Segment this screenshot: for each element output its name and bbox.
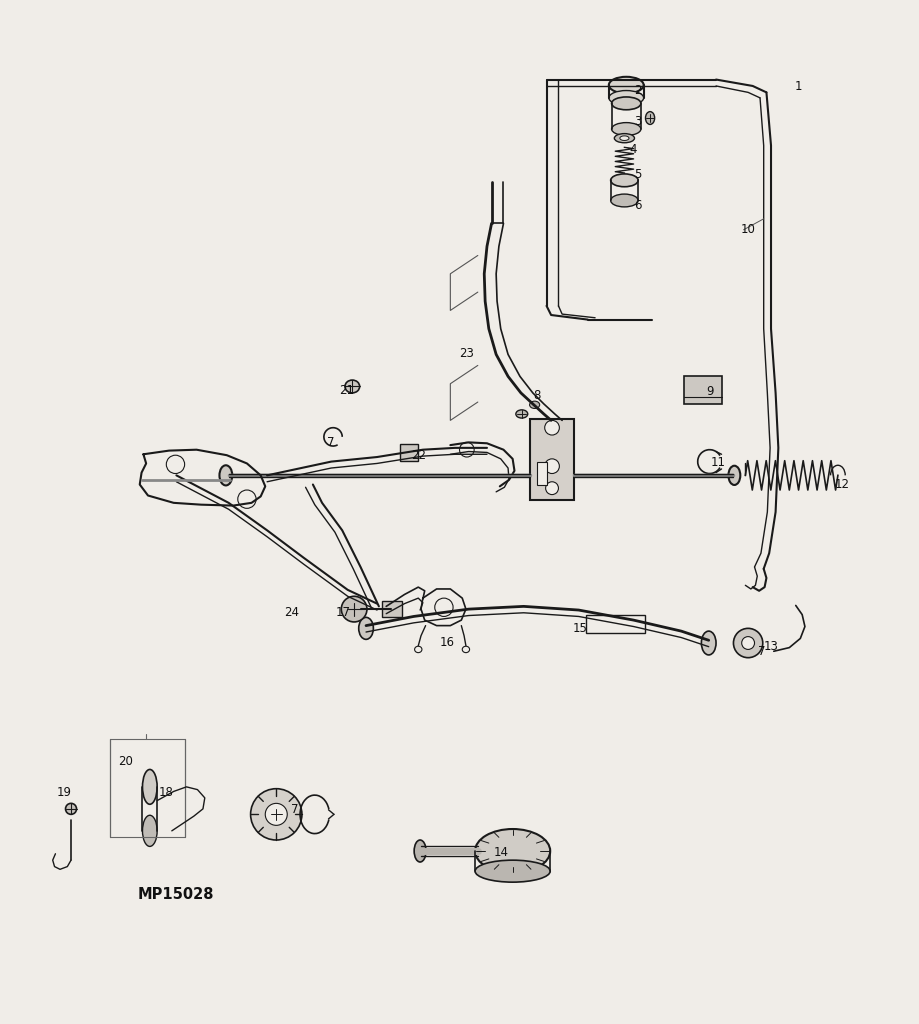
Ellipse shape	[358, 617, 373, 639]
Text: 18: 18	[159, 785, 174, 799]
Circle shape	[166, 456, 185, 473]
Text: 12: 12	[835, 478, 850, 492]
Text: 15: 15	[573, 622, 588, 635]
Text: 3: 3	[634, 115, 641, 128]
Text: 7: 7	[290, 803, 299, 816]
Text: 22: 22	[411, 449, 425, 462]
Text: 17: 17	[335, 606, 351, 620]
Text: 16: 16	[440, 636, 455, 648]
Ellipse shape	[529, 401, 539, 409]
Text: 10: 10	[741, 223, 755, 237]
Ellipse shape	[345, 380, 359, 393]
Circle shape	[266, 804, 288, 825]
Circle shape	[238, 490, 256, 508]
Text: 7: 7	[758, 645, 766, 657]
Text: 7: 7	[327, 436, 335, 449]
Bar	[381, 601, 402, 617]
Ellipse shape	[611, 123, 641, 135]
Circle shape	[733, 629, 763, 657]
Ellipse shape	[701, 631, 716, 655]
Text: 2: 2	[634, 84, 641, 97]
Circle shape	[742, 637, 754, 649]
Text: 14: 14	[494, 846, 508, 859]
Ellipse shape	[619, 136, 629, 140]
Bar	[684, 377, 722, 403]
Circle shape	[251, 788, 302, 840]
Text: 11: 11	[710, 456, 725, 469]
Circle shape	[545, 459, 560, 473]
Text: 19: 19	[56, 785, 71, 799]
Ellipse shape	[611, 174, 638, 186]
Ellipse shape	[142, 815, 157, 847]
Text: MP15028: MP15028	[137, 888, 214, 902]
Ellipse shape	[611, 97, 641, 110]
Bar	[538, 462, 547, 484]
Text: 1: 1	[795, 80, 802, 93]
Ellipse shape	[645, 112, 654, 125]
Circle shape	[460, 442, 474, 457]
Ellipse shape	[609, 77, 643, 93]
Ellipse shape	[142, 769, 157, 804]
Ellipse shape	[614, 133, 634, 142]
Ellipse shape	[65, 804, 76, 814]
Bar	[530, 420, 574, 500]
Circle shape	[341, 596, 367, 622]
Circle shape	[545, 421, 560, 435]
Ellipse shape	[609, 90, 643, 105]
Circle shape	[435, 598, 453, 616]
Bar	[400, 444, 418, 461]
Text: 13: 13	[764, 640, 778, 653]
Bar	[586, 614, 645, 633]
Ellipse shape	[516, 410, 528, 418]
Ellipse shape	[729, 466, 741, 485]
Text: 6: 6	[634, 199, 641, 212]
Ellipse shape	[220, 465, 233, 485]
Text: 24: 24	[284, 606, 300, 620]
Text: 4: 4	[630, 142, 638, 156]
Ellipse shape	[475, 829, 550, 873]
Text: 21: 21	[339, 384, 355, 396]
Text: 5: 5	[634, 168, 641, 181]
Text: 8: 8	[534, 389, 541, 402]
Ellipse shape	[475, 860, 550, 882]
Ellipse shape	[414, 840, 426, 862]
Text: 9: 9	[706, 385, 713, 397]
Text: 23: 23	[460, 347, 474, 360]
Circle shape	[546, 481, 559, 495]
Text: 20: 20	[118, 755, 132, 768]
Ellipse shape	[611, 195, 638, 207]
Ellipse shape	[462, 646, 470, 652]
Ellipse shape	[414, 646, 422, 652]
